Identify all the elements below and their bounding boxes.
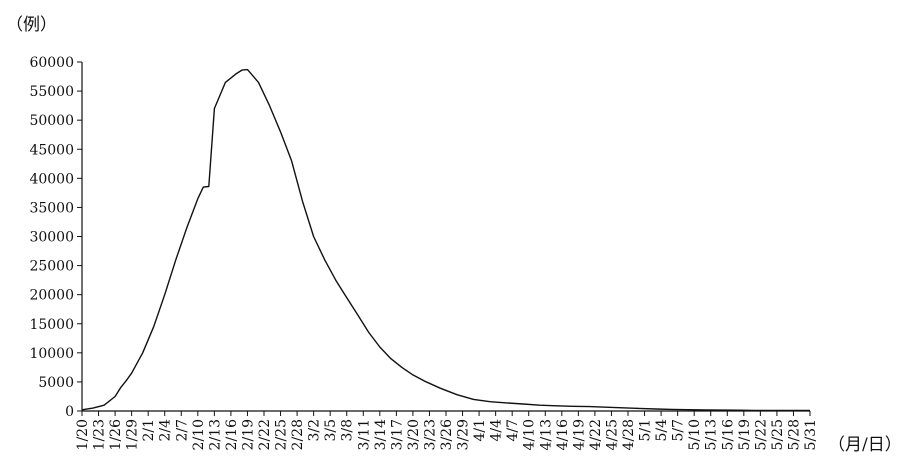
x-tick-label: 4/10 [522, 419, 538, 450]
y-tick-label: 50000 [29, 113, 74, 129]
y-tick-label: 15000 [29, 317, 74, 333]
x-tick-label: 3/14 [373, 419, 389, 451]
x-tick-label: 1/26 [108, 419, 124, 451]
x-tick-label: 4/1 [472, 419, 488, 442]
x-tick-label: 4/19 [571, 419, 587, 450]
y-tick-label: 20000 [29, 288, 74, 304]
x-tick-label: 3/2 [307, 419, 323, 442]
y-tick-label: 5000 [38, 375, 74, 391]
x-tick-label: 3/8 [340, 419, 356, 442]
x-tick-label: 4/16 [555, 419, 571, 451]
y-tick-label: 45000 [29, 142, 74, 158]
x-tick-label: 4/28 [621, 419, 637, 450]
y-tick-label: 55000 [29, 84, 74, 100]
x-tick-label: 5/28 [786, 419, 802, 450]
x-tick-label: 2/7 [174, 419, 190, 442]
y-tick-label: 10000 [29, 346, 74, 362]
x-tick-label: 5/1 [638, 419, 654, 442]
y-axis-unit-label: （例） [6, 15, 57, 35]
x-tick-label: 5/10 [687, 419, 703, 450]
y-axis-ticks: 0 5000 10000 15000 20000 25000 30000 35000 40000… [29, 55, 82, 420]
x-tick-label: 1/23 [92, 419, 108, 450]
x-axis-unit-label: （月/日） [828, 435, 902, 455]
x-tick-label: 5/25 [770, 419, 786, 450]
y-tick-label: 35000 [29, 200, 74, 216]
x-tick-label: 5/16 [720, 419, 736, 451]
x-tick-label: 3/17 [389, 419, 405, 450]
x-tick-label: 2/28 [290, 419, 306, 450]
x-tick-label: 1/20 [75, 419, 91, 450]
x-tick-label: 2/25 [274, 419, 290, 450]
x-tick-label: 3/29 [456, 419, 472, 450]
x-tick-label: 2/13 [207, 419, 223, 450]
x-tick-label: 2/16 [224, 419, 240, 451]
y-tick-label: 30000 [29, 230, 74, 246]
x-tick-label: 2/19 [240, 419, 256, 450]
y-tick-label: 25000 [29, 259, 74, 275]
x-tick-label: 3/20 [406, 419, 422, 450]
x-tick-label: 4/22 [588, 419, 604, 450]
series-group [81, 68, 810, 412]
y-tick-label: 60000 [29, 55, 74, 71]
x-tick-label: 5/7 [671, 419, 687, 442]
x-tick-label: 2/1 [141, 419, 157, 442]
x-tick-label: 4/13 [538, 419, 554, 450]
series-line [81, 68, 810, 412]
y-tick-label: 0 [65, 404, 74, 420]
x-tick-label: 5/22 [753, 419, 769, 450]
x-tick-label: 2/22 [257, 419, 273, 450]
x-tick-label: 4/4 [489, 419, 505, 442]
x-tick-label: 5/19 [737, 419, 753, 450]
x-axis-ticks: 1/20 1/23 1/26 1/29 2/1 2/4 2/7 2/10 2/13 2/16 2/1… [75, 411, 819, 450]
x-tick-label: 3/5 [323, 419, 339, 442]
axes-group [81, 62, 810, 412]
x-tick-label: 1/29 [125, 419, 141, 450]
x-tick-label: 3/26 [439, 419, 455, 451]
x-tick-label: 5/31 [803, 419, 819, 450]
y-tick-label: 40000 [29, 171, 74, 187]
x-tick-label: 3/23 [422, 419, 438, 450]
x-tick-label: 5/13 [704, 419, 720, 450]
x-tick-label: 2/10 [191, 419, 207, 450]
x-tick-label: 4/7 [505, 419, 521, 442]
x-tick-label: 5/4 [654, 419, 670, 442]
x-tick-label: 3/11 [356, 419, 372, 450]
x-tick-label: 2/4 [158, 419, 174, 442]
x-tick-label: 4/25 [604, 419, 620, 450]
